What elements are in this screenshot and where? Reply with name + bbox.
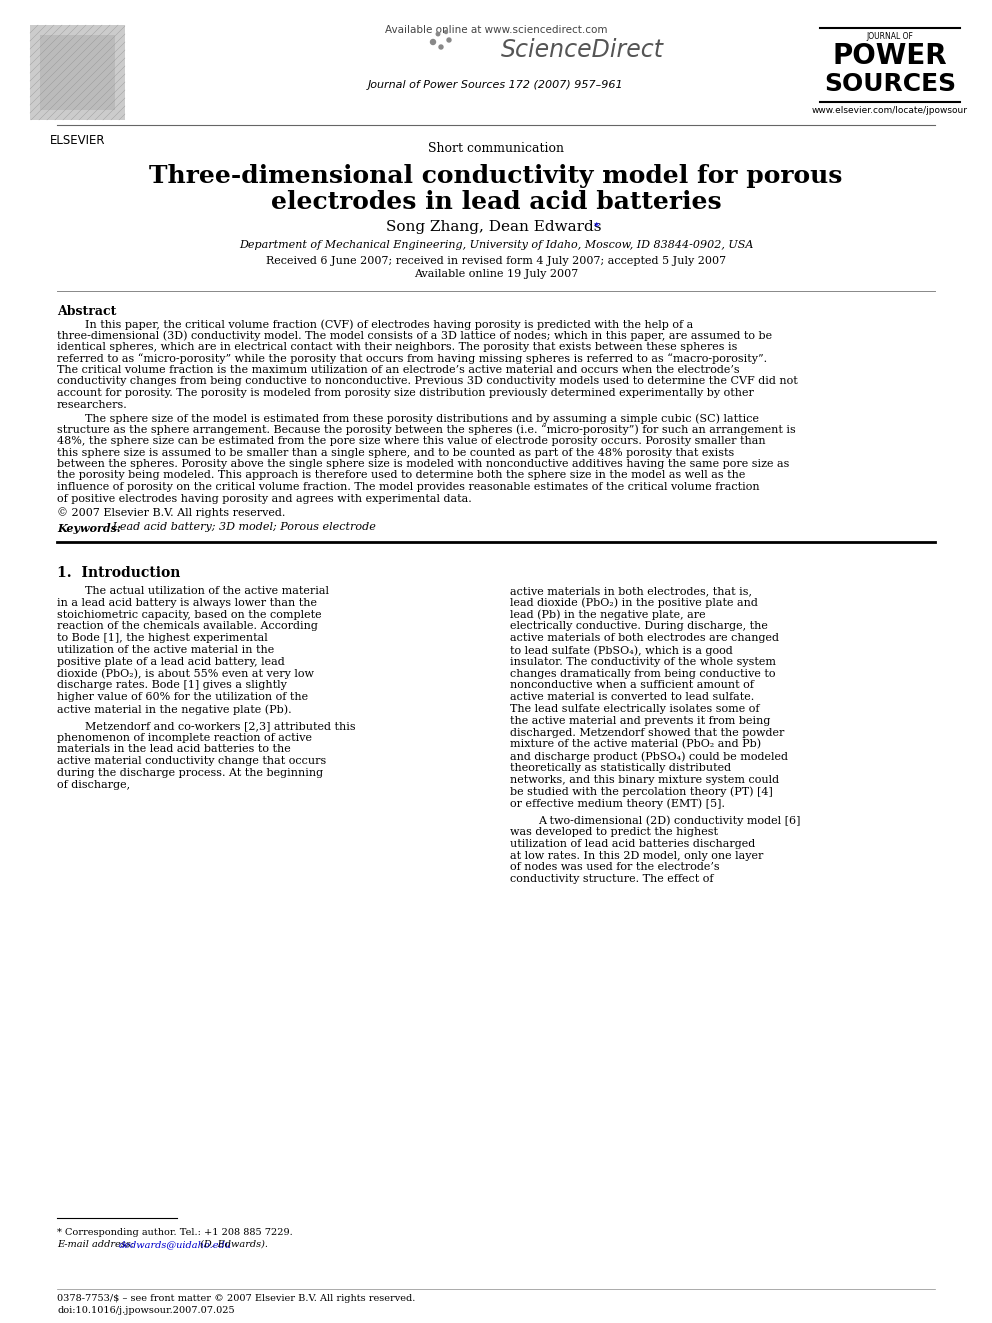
Text: discharge rates. Bode [1] gives a slightly: discharge rates. Bode [1] gives a slight… (57, 680, 287, 691)
Text: of positive electrodes having porosity and agrees with experimental data.: of positive electrodes having porosity a… (57, 493, 472, 504)
Text: utilization of the active material in the: utilization of the active material in th… (57, 646, 274, 655)
Text: of discharge,: of discharge, (57, 779, 130, 790)
Text: Journal of Power Sources 172 (2007) 957–961: Journal of Power Sources 172 (2007) 957–… (368, 79, 624, 90)
Text: lead dioxide (PbO₂) in the positive plate and: lead dioxide (PbO₂) in the positive plat… (510, 598, 758, 609)
Text: 48%, the sphere size can be estimated from the pore size where this value of ele: 48%, the sphere size can be estimated fr… (57, 437, 766, 446)
Text: researchers.: researchers. (57, 400, 128, 410)
Text: SOURCES: SOURCES (824, 71, 956, 97)
Text: between the spheres. Porosity above the single sphere size is modeled with nonco: between the spheres. Porosity above the … (57, 459, 790, 468)
Text: three-dimensional (3D) conductivity model. The model consists of a 3D lattice of: three-dimensional (3D) conductivity mode… (57, 331, 772, 341)
Text: of nodes was used for the electrode’s: of nodes was used for the electrode’s (510, 863, 719, 872)
Text: The critical volume fraction is the maximum utilization of an electrode’s active: The critical volume fraction is the maxi… (57, 365, 740, 374)
Text: materials in the lead acid batteries to the: materials in the lead acid batteries to … (57, 745, 291, 754)
Text: conductivity structure. The effect of: conductivity structure. The effect of (510, 875, 713, 884)
Circle shape (431, 40, 435, 45)
Text: Song Zhang, Dean Edwards: Song Zhang, Dean Edwards (386, 220, 606, 234)
Text: * Corresponding author. Tel.: +1 208 885 7229.: * Corresponding author. Tel.: +1 208 885… (57, 1228, 293, 1237)
Text: Short communication: Short communication (428, 142, 564, 155)
Text: active material in the negative plate (Pb).: active material in the negative plate (P… (57, 704, 292, 714)
Text: dioxide (PbO₂), is about 55% even at very low: dioxide (PbO₂), is about 55% even at ver… (57, 668, 314, 679)
Text: mixture of the active material (PbO₂ and Pb): mixture of the active material (PbO₂ and… (510, 740, 761, 750)
Text: doi:10.1016/j.jpowsour.2007.07.025: doi:10.1016/j.jpowsour.2007.07.025 (57, 1306, 235, 1315)
Text: electrodes in lead acid batteries: electrodes in lead acid batteries (271, 191, 721, 214)
Circle shape (444, 30, 447, 33)
Text: account for porosity. The porosity is modeled from porosity size distribution pr: account for porosity. The porosity is mo… (57, 388, 754, 398)
Text: be studied with the percolation theory (PT) [4]: be studied with the percolation theory (… (510, 787, 773, 798)
Text: insulator. The conductivity of the whole system: insulator. The conductivity of the whole… (510, 656, 776, 667)
Text: (D. Edwards).: (D. Edwards). (197, 1240, 268, 1249)
Text: The lead sulfate electrically isolates some of: The lead sulfate electrically isolates s… (510, 704, 760, 714)
Text: or effective medium theory (EMT) [5].: or effective medium theory (EMT) [5]. (510, 798, 725, 808)
Text: POWER: POWER (832, 42, 947, 70)
Text: dedwards@uidaho.edu: dedwards@uidaho.edu (119, 1240, 232, 1249)
Text: © 2007 Elsevier B.V. All rights reserved.: © 2007 Elsevier B.V. All rights reserved… (57, 507, 286, 517)
Text: the porosity being modeled. This approach is therefore used to determine both th: the porosity being modeled. This approac… (57, 471, 745, 480)
Text: 0378-7753/$ – see front matter © 2007 Elsevier B.V. All rights reserved.: 0378-7753/$ – see front matter © 2007 El… (57, 1294, 416, 1303)
Circle shape (447, 38, 451, 42)
Text: A two-dimensional (2D) conductivity model [6]: A two-dimensional (2D) conductivity mode… (538, 815, 801, 826)
Text: active material conductivity change that occurs: active material conductivity change that… (57, 757, 326, 766)
Text: active materials of both electrodes are changed: active materials of both electrodes are … (510, 634, 779, 643)
Text: Metzendorf and co-workers [2,3] attributed this: Metzendorf and co-workers [2,3] attribut… (85, 721, 355, 730)
Text: active material is converted to lead sulfate.: active material is converted to lead sul… (510, 692, 754, 703)
Circle shape (436, 32, 439, 36)
Bar (40, 34, 115, 110)
Text: utilization of lead acid batteries discharged: utilization of lead acid batteries disch… (510, 839, 755, 849)
Text: *: * (594, 222, 599, 232)
Text: JOURNAL OF: JOURNAL OF (867, 32, 914, 41)
Text: Available online at www.sciencedirect.com: Available online at www.sciencedirect.co… (385, 25, 607, 34)
Text: networks, and this binary mixture system could: networks, and this binary mixture system… (510, 775, 779, 785)
Text: In this paper, the critical volume fraction (CVF) of electrodes having porosity : In this paper, the critical volume fract… (85, 319, 693, 329)
Text: The actual utilization of the active material: The actual utilization of the active mat… (85, 586, 329, 595)
Text: ScienceDirect: ScienceDirect (501, 38, 664, 62)
Text: identical spheres, which are in electrical contact with their neighbors. The por: identical spheres, which are in electric… (57, 343, 737, 352)
Text: ELSEVIER: ELSEVIER (50, 134, 105, 147)
Text: Three-dimensional conductivity model for porous: Three-dimensional conductivity model for… (150, 164, 842, 188)
Text: changes dramatically from being conductive to: changes dramatically from being conducti… (510, 668, 776, 679)
Bar (30, 25, 125, 120)
Text: at low rates. In this 2D model, only one layer: at low rates. In this 2D model, only one… (510, 851, 764, 860)
Text: Received 6 June 2007; received in revised form 4 July 2007; accepted 5 July 2007: Received 6 June 2007; received in revise… (266, 255, 726, 266)
Text: to Bode [1], the highest experimental: to Bode [1], the highest experimental (57, 634, 268, 643)
Text: active materials in both electrodes, that is,: active materials in both electrodes, tha… (510, 586, 752, 595)
Text: referred to as “micro-porosity” while the porosity that occurs from having missi: referred to as “micro-porosity” while th… (57, 353, 767, 364)
Text: conductivity changes from being conductive to nonconductive. Previous 3D conduct: conductivity changes from being conducti… (57, 377, 798, 386)
Text: The sphere size of the model is estimated from these porosity distributions and : The sphere size of the model is estimate… (85, 413, 759, 423)
Text: stoichiometric capacity, based on the complete: stoichiometric capacity, based on the co… (57, 610, 321, 619)
Text: influence of porosity on the critical volume fraction. The model provides reason: influence of porosity on the critical vo… (57, 482, 760, 492)
Text: E-mail address:: E-mail address: (57, 1240, 137, 1249)
Text: was developed to predict the highest: was developed to predict the highest (510, 827, 718, 837)
Text: positive plate of a lead acid battery, lead: positive plate of a lead acid battery, l… (57, 656, 285, 667)
Text: Lead acid battery; 3D model; Porous electrode: Lead acid battery; 3D model; Porous elec… (109, 523, 376, 532)
Text: Abstract: Abstract (57, 306, 116, 318)
Text: reaction of the chemicals available. According: reaction of the chemicals available. Acc… (57, 622, 317, 631)
Text: electrically conductive. During discharge, the: electrically conductive. During discharg… (510, 622, 768, 631)
Text: discharged. Metzendorf showed that the powder: discharged. Metzendorf showed that the p… (510, 728, 785, 738)
Text: in a lead acid battery is always lower than the: in a lead acid battery is always lower t… (57, 598, 317, 607)
Text: the active material and prevents it from being: the active material and prevents it from… (510, 716, 771, 726)
Text: lead (Pb) in the negative plate, are: lead (Pb) in the negative plate, are (510, 610, 705, 620)
Text: theoretically as statistically distributed: theoretically as statistically distribut… (510, 763, 731, 773)
Text: Available online 19 July 2007: Available online 19 July 2007 (414, 269, 578, 279)
Circle shape (439, 45, 443, 49)
Text: and discharge product (PbSO₄) could be modeled: and discharge product (PbSO₄) could be m… (510, 751, 788, 762)
Text: Department of Mechanical Engineering, University of Idaho, Moscow, ID 83844-0902: Department of Mechanical Engineering, Un… (239, 239, 753, 250)
Text: nonconductive when a sufficient amount of: nonconductive when a sufficient amount o… (510, 680, 754, 691)
Text: www.elsevier.com/locate/jpowsour: www.elsevier.com/locate/jpowsour (812, 106, 968, 115)
Text: during the discharge process. At the beginning: during the discharge process. At the beg… (57, 767, 323, 778)
Text: this sphere size is assumed to be smaller than a single sphere, and to be counte: this sphere size is assumed to be smalle… (57, 447, 734, 458)
Text: to lead sulfate (PbSO₄), which is a good: to lead sulfate (PbSO₄), which is a good (510, 646, 733, 656)
Text: structure as the sphere arrangement. Because the porosity between the spheres (i: structure as the sphere arrangement. Bec… (57, 425, 796, 435)
Text: Keywords:: Keywords: (57, 523, 125, 533)
Text: 1.  Introduction: 1. Introduction (57, 566, 181, 579)
Text: phenomenon of incomplete reaction of active: phenomenon of incomplete reaction of act… (57, 733, 312, 742)
Text: higher value of 60% for the utilization of the: higher value of 60% for the utilization … (57, 692, 309, 703)
